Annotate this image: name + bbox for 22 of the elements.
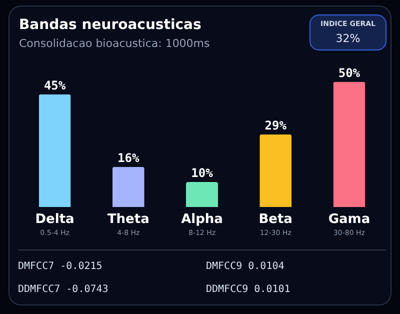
x-tick-label: Theta (107, 212, 150, 227)
chart-title: Bandas neuroacusticas (19, 17, 202, 33)
x-tick-label: Delta (35, 212, 74, 227)
bar (38, 94, 71, 207)
bar (333, 82, 366, 207)
x-tick-label: Gama (328, 212, 370, 227)
text: 32% (336, 32, 360, 45)
chart-subtitle: Consolidacao bioacustica: 1000ms (19, 37, 210, 50)
bar (186, 182, 218, 207)
text: DDMFCC7 -0.0743 (18, 284, 108, 295)
text: DMFCC7 -0.0215 (18, 261, 102, 272)
data-label: 10% (191, 166, 214, 180)
text: DMFCC9 0.0104 (206, 261, 284, 272)
text: DDMFCC9 0.0101 (206, 284, 290, 295)
x-tick-label: Beta (258, 212, 292, 227)
data-label: 29% (264, 118, 288, 132)
data-label: 50% (338, 66, 361, 80)
data-label: 45% (44, 78, 66, 92)
bar (112, 166, 144, 207)
data-label: 16% (118, 150, 140, 165)
x-tick-label: Alpha (181, 212, 223, 227)
bar (260, 134, 292, 207)
